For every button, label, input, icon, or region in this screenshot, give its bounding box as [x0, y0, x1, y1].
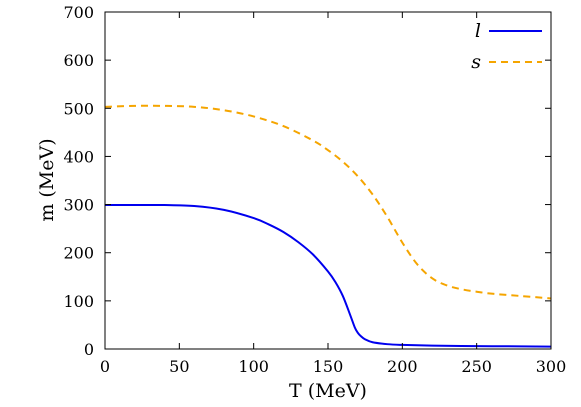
x-tick-label: 0	[100, 357, 110, 376]
x-tick-label: 300	[536, 357, 567, 376]
x-tick-label: 150	[313, 357, 344, 376]
y-tick-label: 700	[63, 3, 94, 22]
y-tick-label: 300	[63, 196, 94, 215]
legend-label-l: l	[475, 20, 481, 42]
x-tick-label: 100	[238, 357, 269, 376]
y-tick-label: 0	[84, 340, 94, 359]
x-tick-label: 50	[169, 357, 189, 376]
x-tick-label: 200	[387, 357, 418, 376]
axes	[104, 11, 552, 350]
series-line-s	[104, 104, 552, 300]
plot-frame	[104, 11, 552, 350]
y-tick-label: 500	[63, 99, 94, 118]
series-line-l	[105, 203, 552, 348]
plot-marks	[104, 104, 552, 348]
x-axis-label: T (MeV)	[289, 380, 367, 402]
y-tick-label: 100	[63, 292, 94, 311]
y-tick-label: 200	[63, 244, 94, 263]
legend: ls	[471, 20, 542, 73]
ticks: 0 50 100 150 200 250 300 0 100 200 300 400 500 600 700	[63, 3, 566, 376]
y-axis-label: m (MeV)	[36, 138, 58, 221]
x-tick-label: 250	[461, 357, 492, 376]
legend-label-s: s	[471, 51, 481, 73]
y-tick-label: 600	[63, 51, 94, 70]
y-tick-label: 400	[63, 147, 94, 166]
